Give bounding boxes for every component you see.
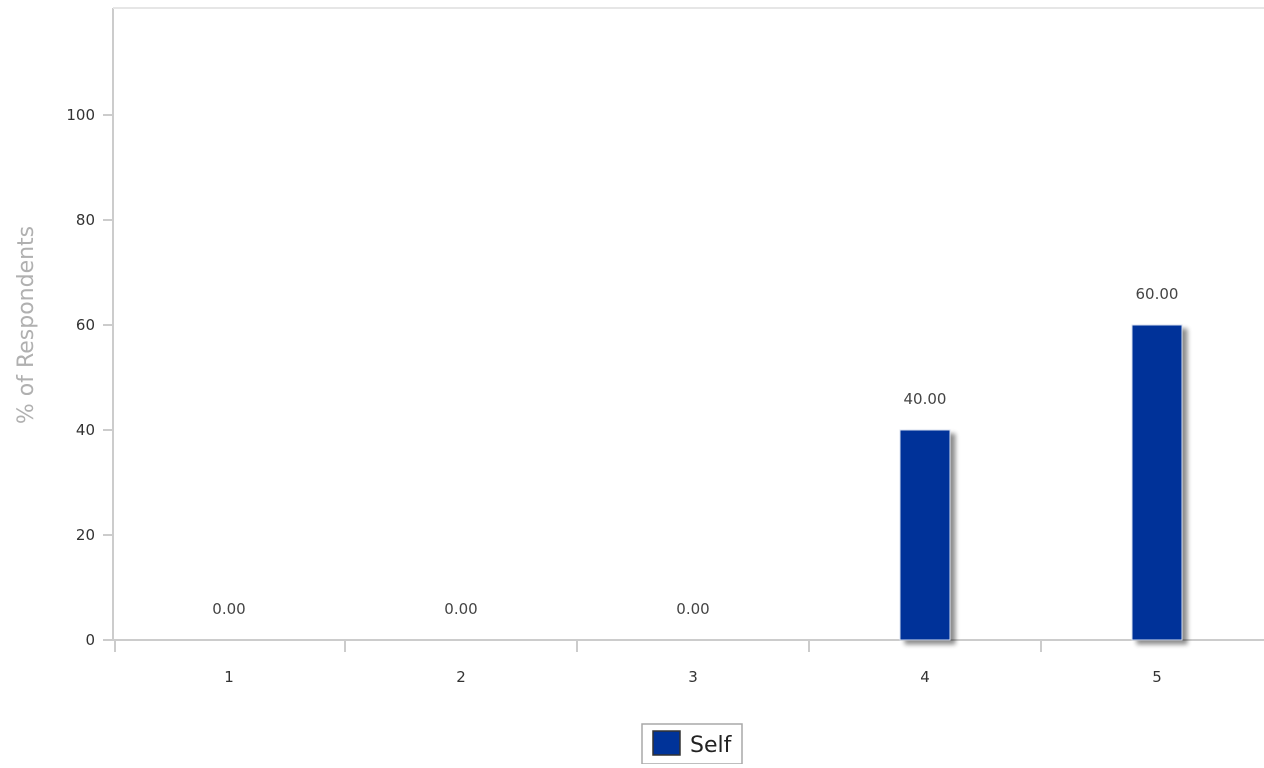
legend-label-self: Self (690, 733, 733, 758)
bar[interactable] (1131, 324, 1183, 641)
y-tick-label: 40 (76, 421, 95, 439)
y-tick-label: 0 (85, 631, 95, 649)
x-tick-label: 3 (688, 668, 698, 686)
data-label: 60.00 (1136, 285, 1179, 303)
legend[interactable]: Self (641, 723, 743, 765)
y-tick-label: 80 (76, 211, 95, 229)
data-label: 0.00 (212, 600, 245, 618)
data-label: 40.00 (904, 390, 947, 408)
y-tick-label: 60 (76, 316, 95, 334)
x-tick-label: 5 (1152, 668, 1162, 686)
data-labels: 0.00 0.00 0.00 40.00 60.00 (212, 285, 1178, 618)
y-axis-ticks: 0 20 40 60 80 100 (66, 106, 113, 649)
y-axis-title: % of Respondents (14, 226, 39, 424)
y-tick-label: 20 (76, 526, 95, 544)
data-label: 0.00 (676, 600, 709, 618)
legend-swatch-self (652, 730, 681, 756)
x-tick-label: 4 (920, 668, 930, 686)
x-axis-ticks: 1 2 3 4 5 (114, 640, 1162, 686)
x-tick-label: 2 (456, 668, 466, 686)
x-tick-label: 1 (224, 668, 234, 686)
data-label: 0.00 (444, 600, 477, 618)
bar[interactable] (899, 429, 951, 641)
bar-series-self (899, 324, 1183, 641)
y-tick-label: 100 (66, 106, 95, 124)
